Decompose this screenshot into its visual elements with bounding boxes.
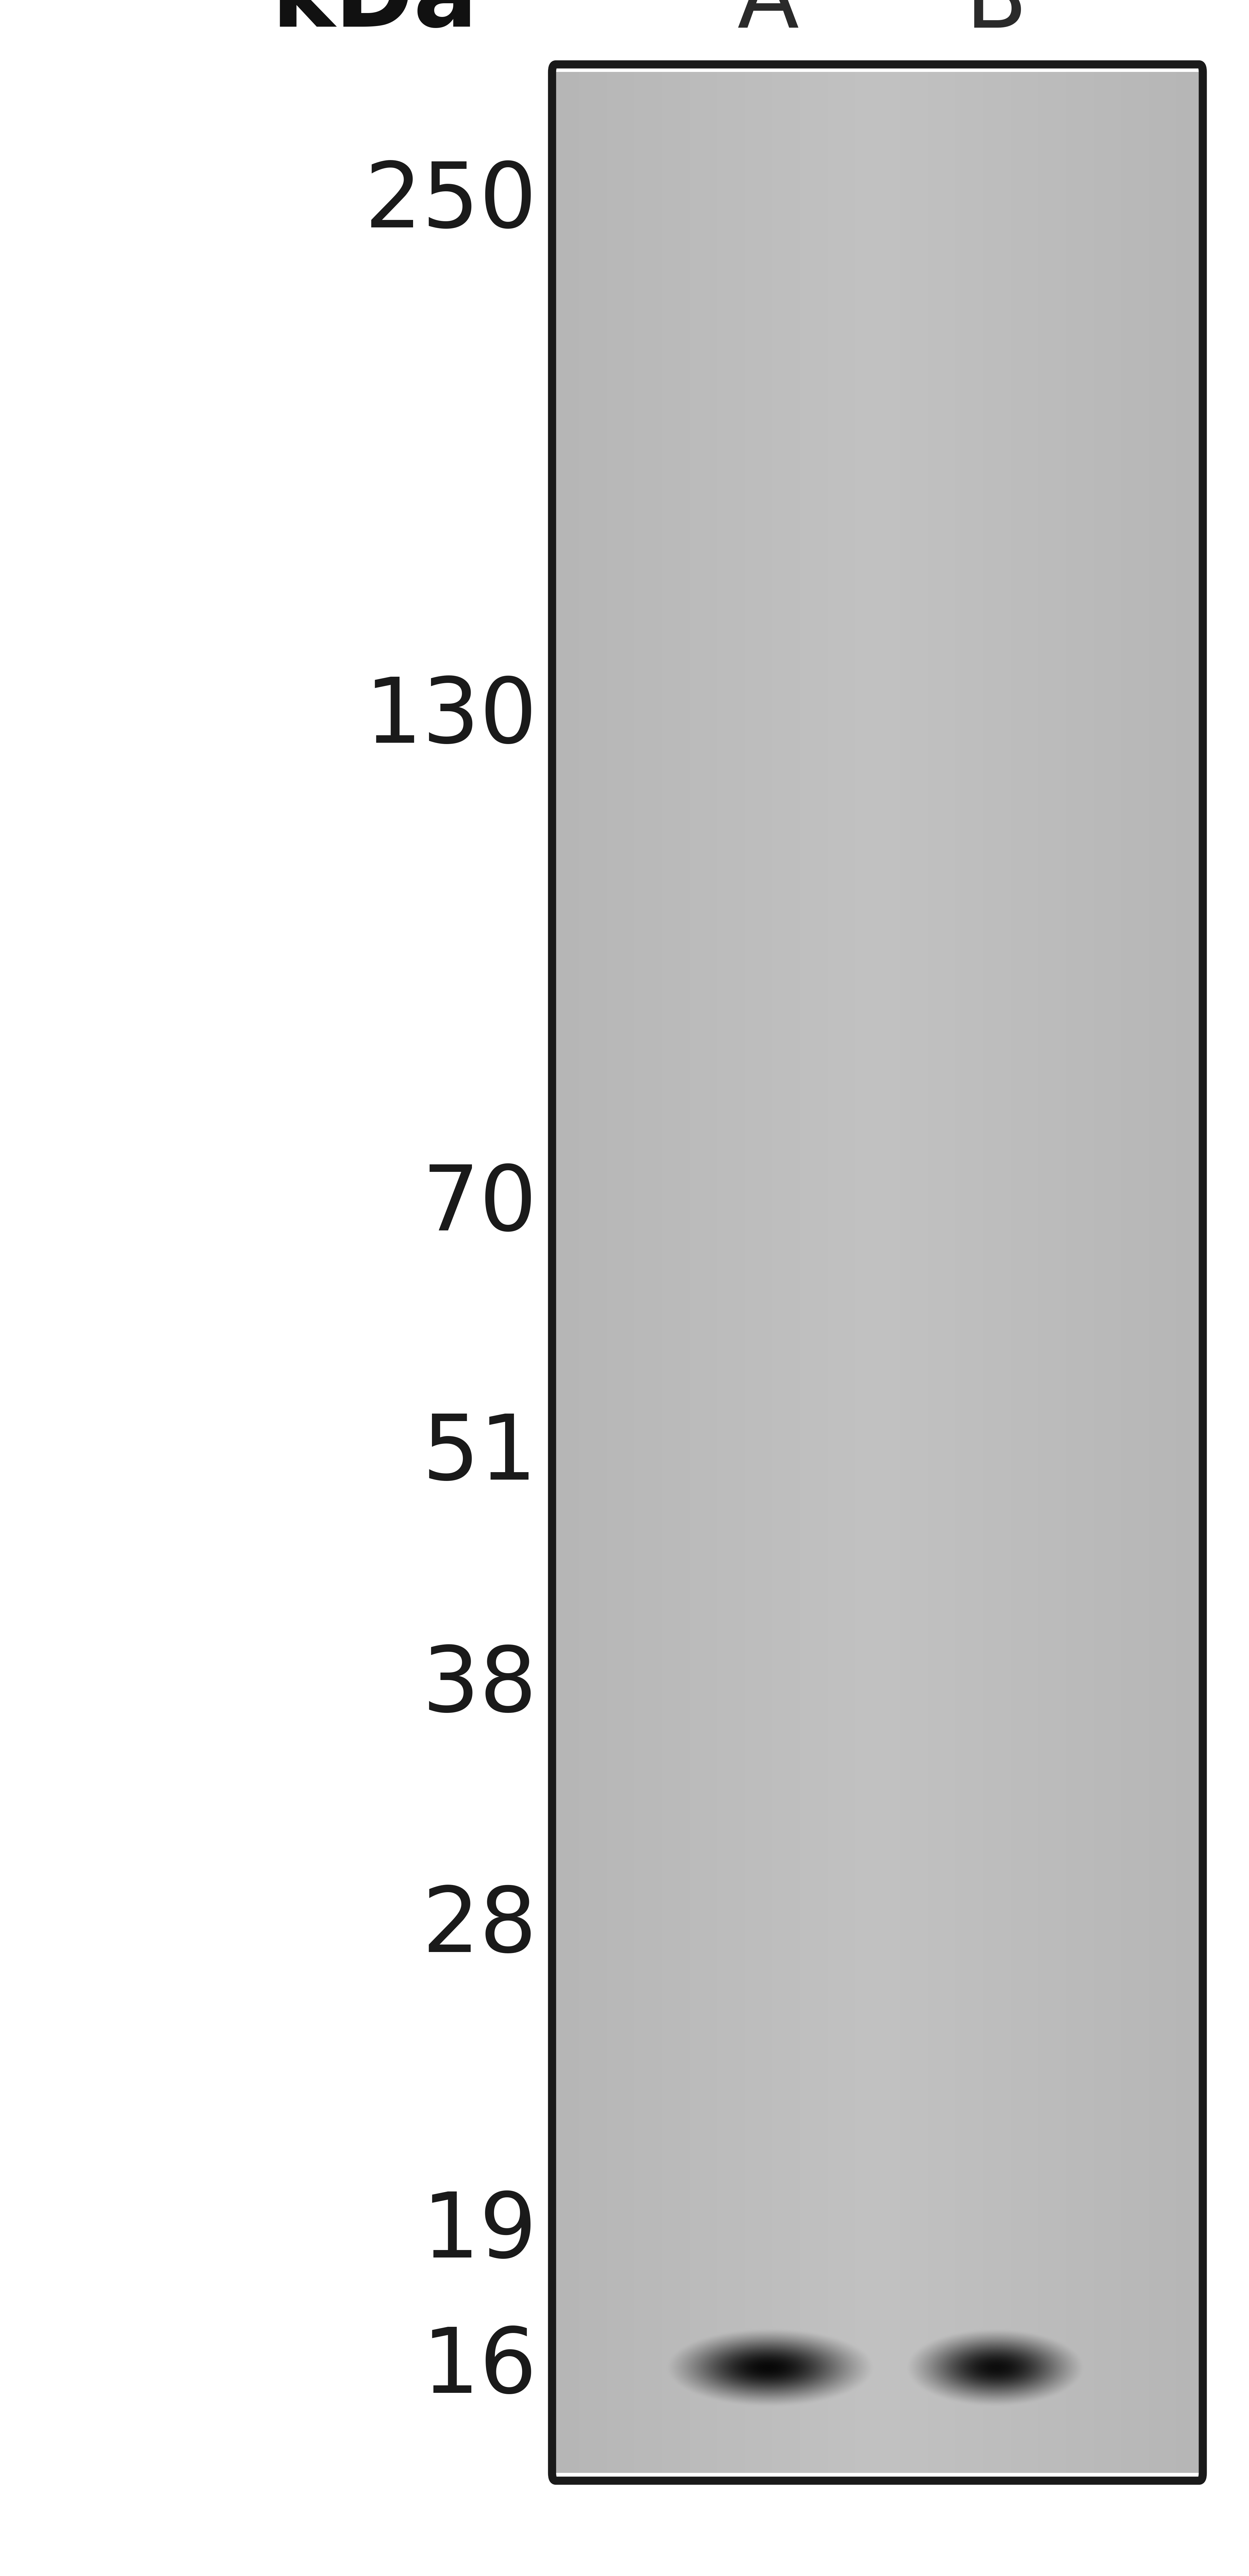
Text: B: B xyxy=(965,0,1028,46)
Text: 28: 28 xyxy=(422,1883,537,1971)
Text: 70: 70 xyxy=(422,1162,537,1249)
Text: 130: 130 xyxy=(365,675,537,762)
Text: 19: 19 xyxy=(422,2190,537,2277)
Text: 16: 16 xyxy=(422,2324,537,2411)
Text: 38: 38 xyxy=(422,1643,537,1731)
Text: kDa: kDa xyxy=(272,0,477,46)
Text: 250: 250 xyxy=(365,160,537,247)
Text: 51: 51 xyxy=(422,1412,537,1499)
Text: A: A xyxy=(737,0,799,46)
